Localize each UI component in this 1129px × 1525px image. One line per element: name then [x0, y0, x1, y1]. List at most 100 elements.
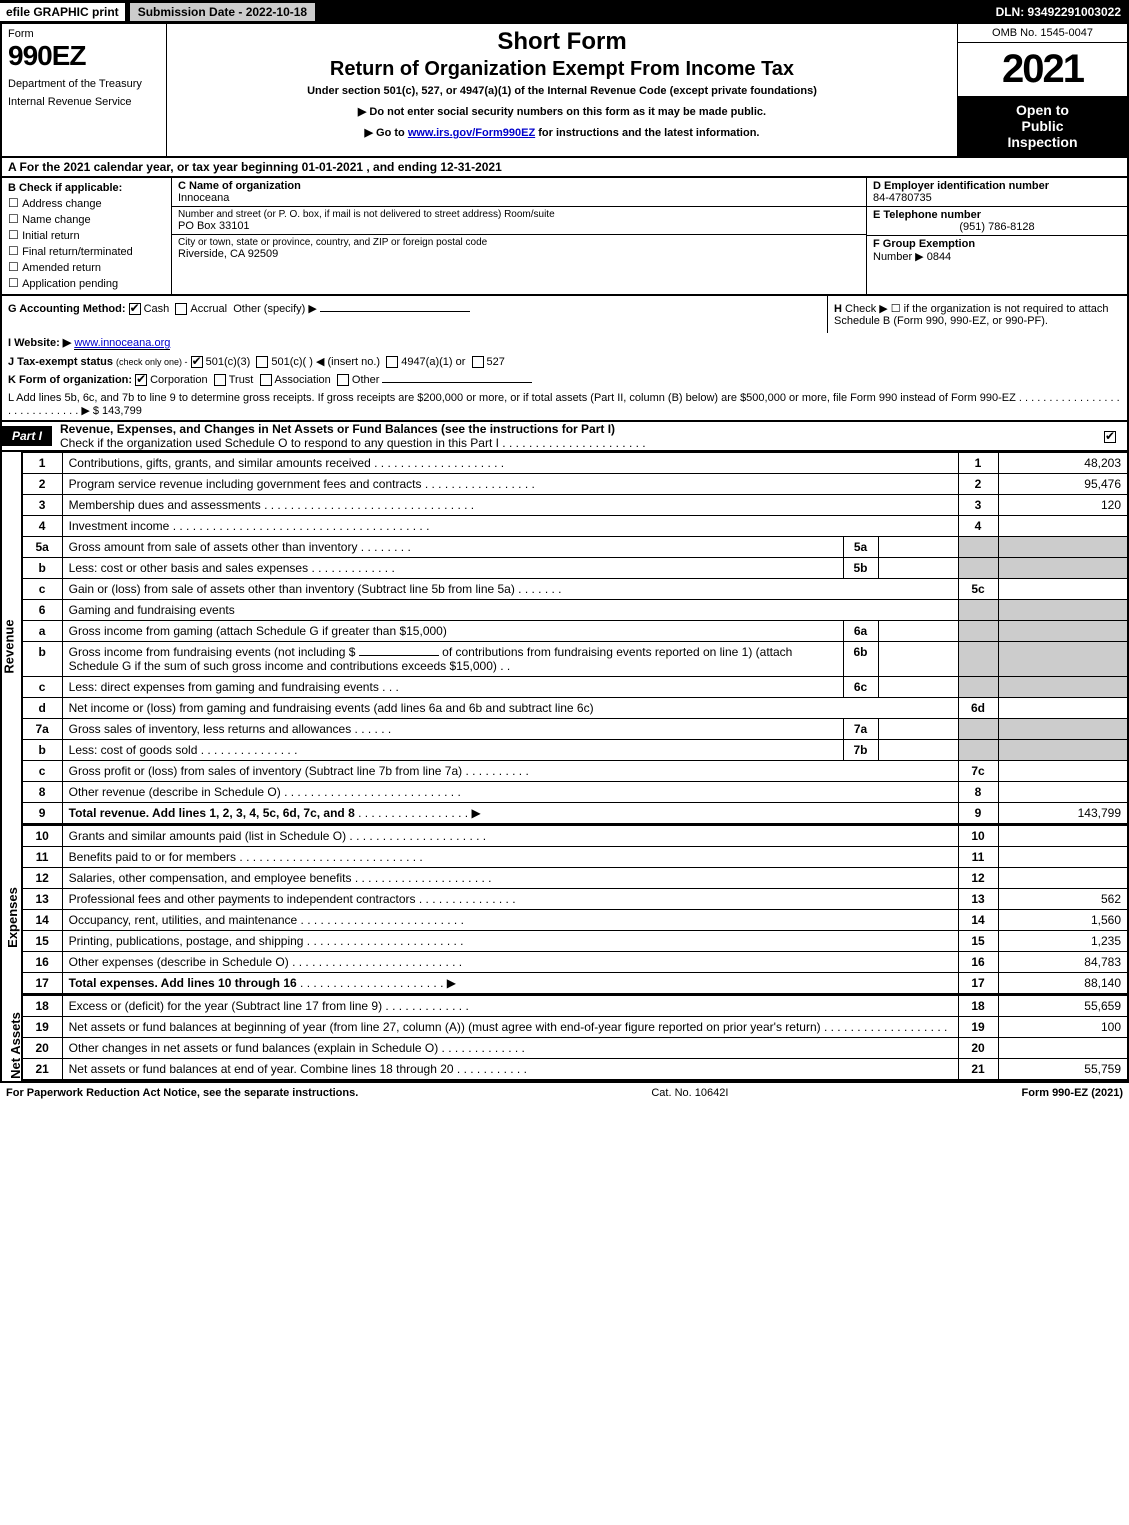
chk-501c[interactable]	[256, 356, 268, 368]
ein: 84-4780735	[873, 192, 1121, 204]
submission-date: Submission Date - 2022-10-18	[129, 2, 316, 22]
form-number: 990EZ	[8, 40, 160, 72]
l5b-inval	[878, 558, 958, 579]
header-left: Form 990EZ Department of the Treasury In…	[2, 24, 167, 156]
website-link[interactable]: www.innoceana.org	[74, 337, 170, 350]
chk-accrual[interactable]	[175, 303, 187, 315]
l7c-num: c	[22, 761, 62, 782]
l3-rn: 3	[958, 495, 998, 516]
inspect-line1: Open to	[962, 102, 1123, 118]
l5b-val	[998, 558, 1128, 579]
side-netassets-text: Net Assets	[8, 1012, 23, 1079]
line-11: 11Benefits paid to or for members . . . …	[22, 847, 1128, 868]
chk-application-pending[interactable]: Application pending	[8, 276, 165, 290]
l10-num: 10	[22, 826, 62, 847]
l4-num: 4	[22, 516, 62, 537]
chk-schedule-o[interactable]	[1104, 431, 1116, 443]
line-17: 17Total expenses. Add lines 10 through 1…	[22, 973, 1128, 995]
chk-address-change[interactable]: Address change	[8, 196, 165, 210]
l1-rn: 1	[958, 453, 998, 474]
line-6c: cLess: direct expenses from gaming and f…	[22, 677, 1128, 698]
l8-val	[998, 782, 1128, 803]
l6d-val	[998, 698, 1128, 719]
l12-num: 12	[22, 868, 62, 889]
section-F: F Group Exemption Number ▶ 0844	[867, 236, 1127, 265]
telephone: (951) 786-8128	[873, 221, 1121, 233]
chk-501c3[interactable]	[191, 356, 203, 368]
l15-num: 15	[22, 931, 62, 952]
l15-desc: Printing, publications, postage, and shi…	[69, 934, 304, 948]
l17-num: 17	[22, 973, 62, 995]
footer-right-post: (2021)	[1088, 1087, 1123, 1099]
dln: DLN: 93492291003022	[996, 5, 1129, 19]
section-J: J Tax-exempt status (check only one) - 5…	[0, 352, 1129, 371]
l6d-rn: 6d	[958, 698, 998, 719]
chk-other-org[interactable]	[337, 374, 349, 386]
side-expenses-text: Expenses	[5, 887, 20, 948]
lab-other: Other (specify) ▶	[233, 303, 317, 315]
l18-desc: Excess or (deficit) for the year (Subtra…	[69, 999, 382, 1013]
part1-check	[1104, 429, 1127, 443]
l6b-num: b	[22, 642, 62, 677]
l6b-rn	[958, 642, 998, 677]
efile-print-label[interactable]: efile GRAPHIC print	[0, 3, 125, 21]
footer-right-pre: Form	[1022, 1087, 1053, 1099]
l17-val: 88,140	[998, 973, 1128, 995]
l10-rn: 10	[958, 826, 998, 847]
chk-name-change[interactable]: Name change	[8, 212, 165, 226]
org-name: Innoceana	[178, 192, 860, 204]
l8-rn: 8	[958, 782, 998, 803]
l5b-in: 5b	[843, 558, 878, 579]
l5b-rn	[958, 558, 998, 579]
l5c-val	[998, 579, 1128, 600]
l12-rn: 12	[958, 868, 998, 889]
l7a-num: 7a	[22, 719, 62, 740]
l3-desc: Membership dues and assessments	[69, 498, 261, 512]
l6c-desc: Less: direct expenses from gaming and fu…	[69, 680, 379, 694]
l7a-rn	[958, 719, 998, 740]
l20-val	[998, 1038, 1128, 1059]
header-right: OMB No. 1545-0047 2021 Open to Public In…	[957, 24, 1127, 156]
chk-final-return[interactable]: Final return/terminated	[8, 244, 165, 258]
line-1: 1Contributions, gifts, grants, and simil…	[22, 453, 1128, 474]
line-6d: dNet income or (loss) from gaming and fu…	[22, 698, 1128, 719]
l6c-in: 6c	[843, 677, 878, 698]
chk-trust[interactable]	[214, 374, 226, 386]
title-short-form: Short Form	[175, 28, 949, 56]
l8-desc: Other revenue (describe in Schedule O)	[69, 785, 281, 799]
chk-corporation[interactable]	[135, 374, 147, 386]
line-18: 18 Excess or (deficit) for the year (Subt…	[22, 996, 1128, 1017]
l20-desc: Other changes in net assets or fund bala…	[69, 1041, 439, 1055]
l5a-val	[998, 537, 1128, 558]
L-text: L Add lines 5b, 6c, and 7b to line 9 to …	[8, 392, 1120, 417]
part1-sub: Check if the organization used Schedule …	[60, 436, 646, 450]
line-9: 9Total revenue. Add lines 1, 2, 3, 4, 5c…	[22, 803, 1128, 825]
chk-initial-return[interactable]: Initial return	[8, 228, 165, 242]
lab-501c: 501(c)( ) ◀ (insert no.)	[271, 356, 380, 368]
part1-header: Part I Revenue, Expenses, and Changes in…	[0, 422, 1129, 452]
l6b-desc1: Gross income from fundraising events (no…	[69, 645, 356, 659]
l10-val	[998, 826, 1128, 847]
section-L: L Add lines 5b, 6c, and 7b to line 9 to …	[0, 389, 1129, 422]
irs-link[interactable]: www.irs.gov/Form990EZ	[408, 127, 535, 139]
l16-num: 16	[22, 952, 62, 973]
l16-rn: 16	[958, 952, 998, 973]
l6b-inval	[878, 642, 958, 677]
J-sub: (check only one) -	[116, 357, 188, 367]
chk-4947[interactable]	[386, 356, 398, 368]
part1-title: Revenue, Expenses, and Changes in Net As…	[52, 422, 1104, 450]
l18-num: 18	[22, 996, 62, 1017]
chk-association[interactable]	[260, 374, 272, 386]
chk-527[interactable]	[472, 356, 484, 368]
l6c-rn	[958, 677, 998, 698]
chk-cash[interactable]	[129, 303, 141, 315]
l5c-num: c	[22, 579, 62, 600]
l7c-desc: Gross profit or (loss) from sales of inv…	[69, 764, 462, 778]
F-label2: Number ▶	[873, 251, 924, 263]
C-name-label: C Name of organization	[178, 180, 860, 192]
line-7c: c Gross profit or (loss) from sales of in…	[22, 761, 1128, 782]
chk-amended-return[interactable]: Amended return	[8, 260, 165, 274]
section-E: E Telephone number (951) 786-8128	[867, 207, 1127, 236]
l6-num: 6	[22, 600, 62, 621]
gross-receipts: 143,799	[102, 405, 142, 417]
